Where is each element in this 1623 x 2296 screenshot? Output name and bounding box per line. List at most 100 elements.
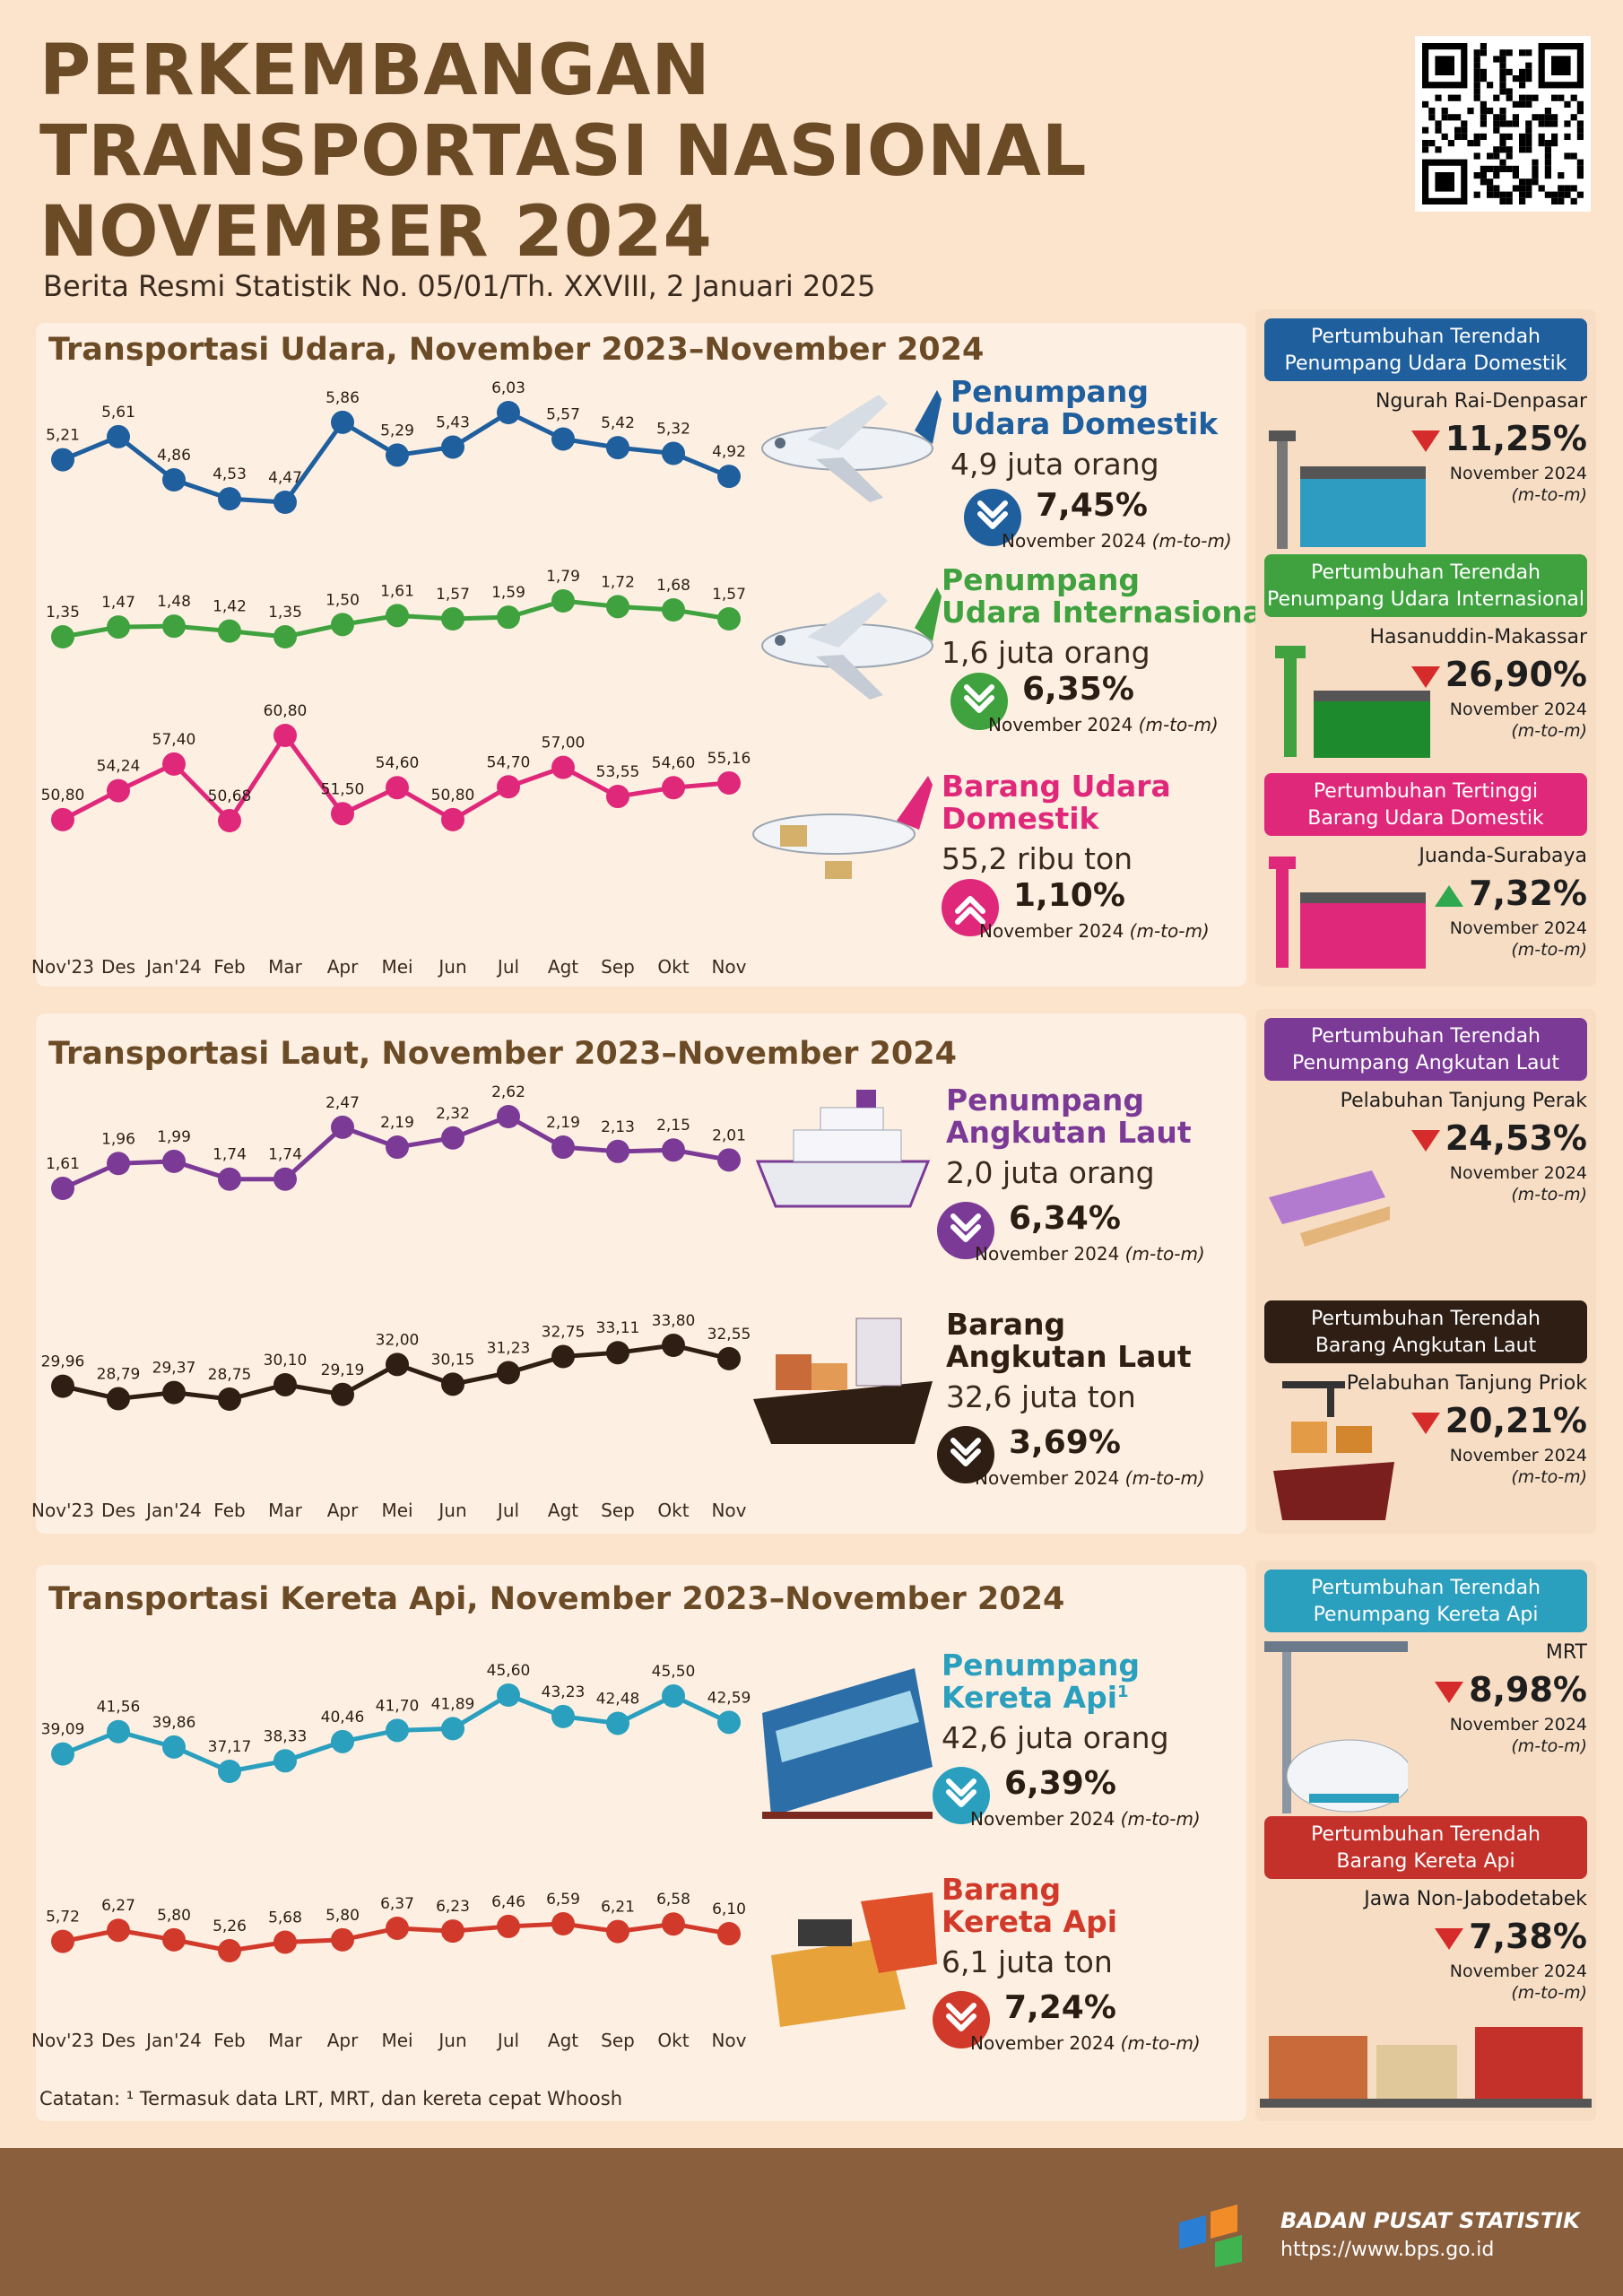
data-point[interactable]	[273, 491, 297, 514]
data-point[interactable]	[551, 1912, 575, 1935]
data-point[interactable]	[51, 1929, 74, 1953]
data-point[interactable]	[218, 1167, 241, 1191]
data-point[interactable]	[497, 401, 520, 424]
data-point[interactable]	[331, 1115, 354, 1139]
data-point[interactable]	[441, 1717, 464, 1741]
data-point[interactable]	[606, 1341, 629, 1365]
data-point[interactable]	[218, 1387, 241, 1411]
data-point[interactable]	[551, 1704, 575, 1728]
data-point[interactable]	[51, 1374, 74, 1398]
data-point[interactable]	[441, 807, 464, 831]
data-point[interactable]	[331, 613, 354, 637]
data-point[interactable]	[51, 1177, 74, 1200]
data-point[interactable]	[717, 770, 741, 795]
data-point[interactable]	[441, 1126, 464, 1150]
data-point[interactable]	[273, 1167, 297, 1191]
data-point[interactable]	[386, 1135, 409, 1160]
data-point[interactable]	[273, 1372, 297, 1396]
bps-url-link[interactable]: https://www.bps.go.id	[1280, 2239, 1495, 2261]
data-point[interactable]	[497, 1105, 520, 1128]
data-point[interactable]	[441, 1372, 464, 1396]
data-point[interactable]	[107, 1387, 130, 1411]
data-point[interactable]	[386, 1718, 409, 1743]
data-point[interactable]	[662, 1334, 685, 1357]
data-point[interactable]	[218, 1939, 241, 1962]
data-point[interactable]	[717, 1148, 741, 1172]
data-point[interactable]	[331, 410, 354, 434]
data-point[interactable]	[717, 465, 741, 489]
data-point[interactable]	[218, 619, 241, 643]
qr-code[interactable]	[1415, 36, 1591, 212]
data-point[interactable]	[497, 605, 520, 630]
data-point[interactable]	[273, 724, 297, 747]
data-point[interactable]	[51, 807, 74, 831]
data-point[interactable]	[107, 778, 130, 803]
data-point[interactable]	[662, 598, 685, 622]
data-point[interactable]	[386, 1916, 409, 1940]
data-point[interactable]	[606, 436, 629, 460]
data-point[interactable]	[497, 1683, 520, 1707]
data-point[interactable]	[51, 625, 74, 648]
data-point[interactable]	[331, 1382, 354, 1406]
data-point[interactable]	[107, 1719, 130, 1744]
data-point[interactable]	[162, 1927, 186, 1952]
data-point[interactable]	[162, 1380, 186, 1405]
data-label: 1,61	[46, 1155, 80, 1173]
data-point[interactable]	[606, 1711, 629, 1735]
data-point[interactable]	[717, 1922, 741, 1946]
data-point[interactable]	[606, 595, 629, 619]
bps-logo-icon[interactable]	[1170, 2196, 1269, 2267]
data-point[interactable]	[551, 427, 575, 451]
data-point[interactable]	[273, 1930, 297, 1954]
data-point[interactable]	[162, 1149, 186, 1173]
data-point[interactable]	[717, 1710, 741, 1735]
data-point[interactable]	[107, 1918, 130, 1943]
data-point[interactable]	[218, 1760, 241, 1783]
data-point[interactable]	[497, 1914, 520, 1938]
data-point[interactable]	[218, 487, 241, 511]
data-point[interactable]	[551, 1344, 575, 1369]
data-point[interactable]	[107, 615, 130, 639]
data-point[interactable]	[606, 1139, 629, 1163]
data-point[interactable]	[162, 1735, 186, 1759]
data-point[interactable]	[273, 1749, 297, 1773]
data-point[interactable]	[162, 614, 186, 639]
data-point[interactable]	[218, 809, 241, 832]
data-point[interactable]	[717, 607, 741, 631]
data-point[interactable]	[162, 752, 186, 776]
data-point[interactable]	[51, 448, 74, 472]
data-point[interactable]	[551, 755, 575, 779]
data-point[interactable]	[386, 443, 409, 467]
data-point[interactable]	[273, 625, 297, 648]
bps-org-name: BADAN PUSAT STATISTIK	[1280, 2208, 1580, 2233]
data-point[interactable]	[497, 1361, 520, 1385]
data-point[interactable]	[331, 802, 354, 826]
data-point[interactable]	[717, 1346, 741, 1370]
data-point[interactable]	[386, 776, 409, 800]
data-label: 54,24	[97, 758, 141, 776]
data-point[interactable]	[606, 785, 629, 809]
month-tick-label: Feb	[213, 2030, 246, 2051]
data-point[interactable]	[331, 1729, 354, 1753]
data-point[interactable]	[441, 607, 464, 631]
data-point[interactable]	[606, 1919, 629, 1944]
data-point[interactable]	[662, 1912, 685, 1936]
data-point[interactable]	[662, 776, 685, 800]
data-point[interactable]	[662, 1684, 685, 1709]
data-point[interactable]	[662, 441, 685, 465]
data-point[interactable]	[497, 775, 520, 799]
data-point[interactable]	[441, 1919, 464, 1944]
data-point[interactable]	[441, 435, 464, 459]
data-point[interactable]	[662, 1138, 685, 1162]
data-point[interactable]	[107, 424, 130, 448]
data-point[interactable]	[162, 468, 186, 491]
info-quantity: 42,6 juta orang	[942, 1720, 1169, 1755]
data-point[interactable]	[551, 1135, 575, 1160]
data-point[interactable]	[51, 1742, 74, 1766]
data-point[interactable]	[386, 1352, 409, 1377]
data-point[interactable]	[386, 604, 409, 628]
data-label: 41,89	[431, 1695, 475, 1713]
data-point[interactable]	[551, 589, 575, 613]
data-point[interactable]	[107, 1152, 130, 1176]
data-point[interactable]	[331, 1927, 354, 1952]
